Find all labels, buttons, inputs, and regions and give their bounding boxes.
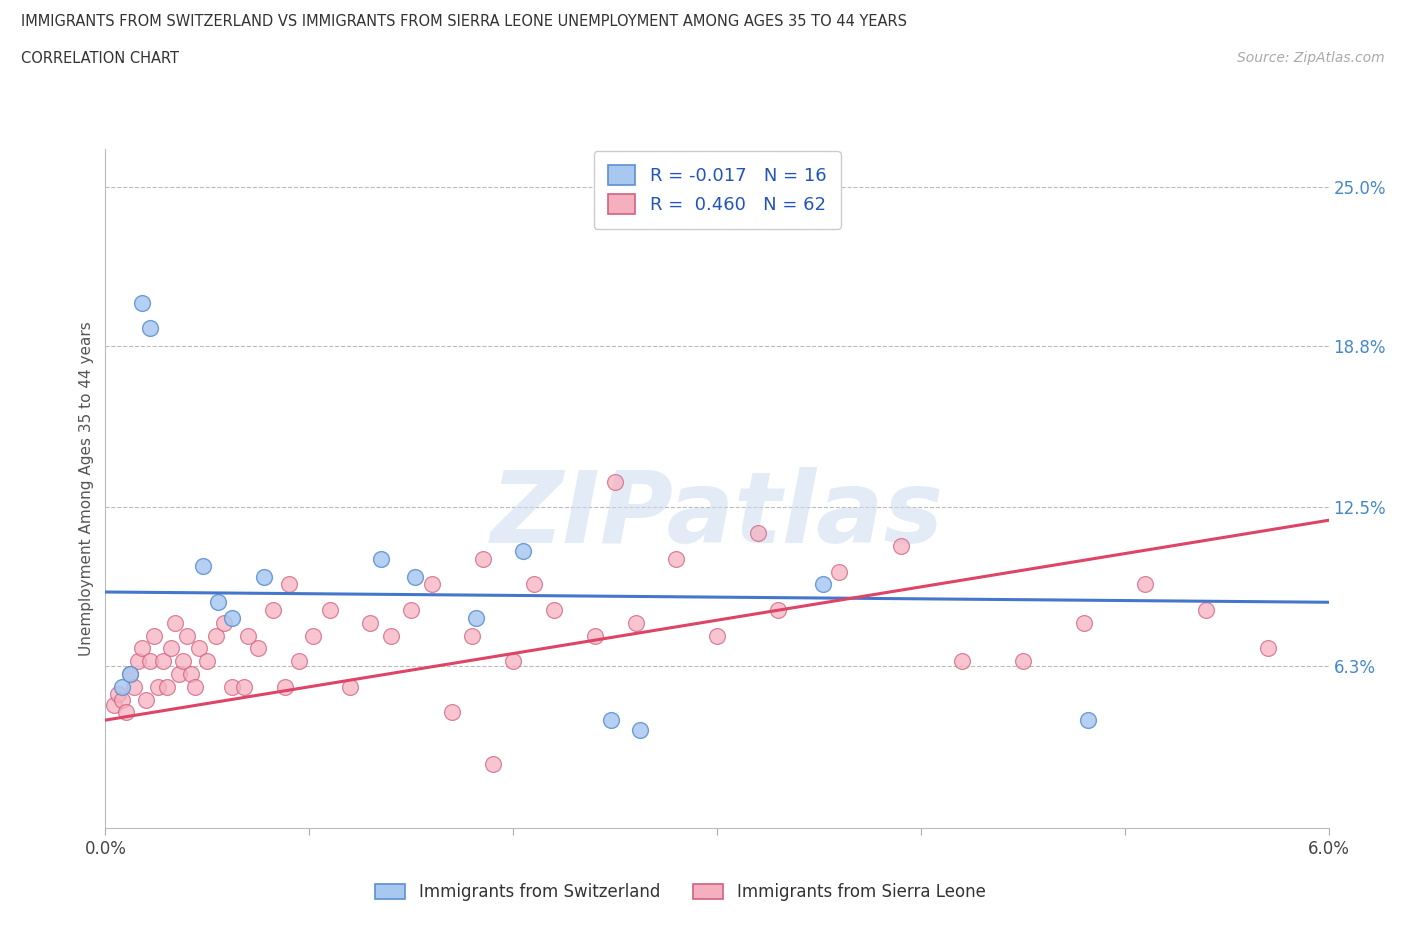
Point [118, 667, 141, 682]
Point [122, 679, 145, 694]
Point [127, 654, 149, 669]
Point [111, 679, 134, 694]
Point [811, 577, 834, 591]
Point [139, 321, 162, 336]
Point [236, 628, 259, 643]
Point [1256, 641, 1278, 656]
Point [180, 667, 202, 682]
Point [360, 616, 382, 631]
Point [706, 628, 728, 643]
Point [1073, 616, 1095, 631]
Point [1011, 654, 1033, 669]
Text: Source: ZipAtlas.com: Source: ZipAtlas.com [1237, 51, 1385, 65]
Point [207, 595, 229, 610]
Point [221, 610, 243, 625]
Point [131, 295, 153, 310]
Point [159, 641, 181, 656]
Point [404, 569, 426, 584]
Point [665, 551, 688, 566]
Point [253, 569, 276, 584]
Text: CORRELATION CHART: CORRELATION CHART [21, 51, 179, 66]
Point [370, 551, 392, 566]
Point [465, 610, 488, 625]
Point [380, 628, 402, 643]
Point [543, 603, 565, 618]
Point [148, 679, 170, 694]
Point [420, 577, 443, 591]
Point [950, 654, 973, 669]
Point [471, 551, 494, 566]
Point [195, 654, 219, 669]
Point [111, 692, 134, 707]
Point [143, 628, 166, 643]
Point [828, 565, 851, 579]
Legend: Immigrants from Switzerland, Immigrants from Sierra Leone: Immigrants from Switzerland, Immigrants … [368, 876, 993, 908]
Point [339, 679, 361, 694]
Point [600, 712, 623, 727]
Point [461, 628, 484, 643]
Point [193, 559, 215, 574]
Point [481, 756, 503, 771]
Point [628, 723, 651, 737]
Point [624, 616, 647, 631]
Point [889, 538, 911, 553]
Point [152, 654, 174, 669]
Point [768, 603, 790, 618]
Text: ZIPatlas: ZIPatlas [491, 467, 943, 564]
Y-axis label: Unemployment Among Ages 35 to 44 years: Unemployment Among Ages 35 to 44 years [79, 321, 94, 656]
Point [583, 628, 606, 643]
Point [318, 603, 342, 618]
Point [603, 474, 626, 489]
Point [103, 698, 125, 712]
Point [1133, 577, 1156, 591]
Point [212, 616, 235, 631]
Point [163, 616, 186, 631]
Point [288, 654, 311, 669]
Point [247, 641, 270, 656]
Point [278, 577, 301, 591]
Point [167, 667, 190, 682]
Point [139, 654, 162, 669]
Point [1077, 712, 1099, 727]
Point [502, 654, 524, 669]
Point [204, 628, 226, 643]
Point [233, 679, 256, 694]
Point [155, 679, 177, 694]
Point [115, 705, 138, 720]
Point [522, 577, 544, 591]
Point [262, 603, 284, 618]
Point [118, 667, 141, 682]
Point [221, 679, 243, 694]
Point [176, 628, 198, 643]
Text: IMMIGRANTS FROM SWITZERLAND VS IMMIGRANTS FROM SIERRA LEONE UNEMPLOYMENT AMONG A: IMMIGRANTS FROM SWITZERLAND VS IMMIGRANT… [21, 14, 907, 29]
Point [401, 603, 423, 618]
Point [107, 687, 129, 702]
Point [512, 543, 534, 558]
Point [188, 641, 211, 656]
Point [135, 692, 157, 707]
Point [131, 641, 153, 656]
Point [747, 525, 769, 540]
Point [440, 705, 463, 720]
Point [302, 628, 325, 643]
Point [172, 654, 194, 669]
Point [1195, 603, 1218, 618]
Point [184, 679, 207, 694]
Point [274, 679, 297, 694]
